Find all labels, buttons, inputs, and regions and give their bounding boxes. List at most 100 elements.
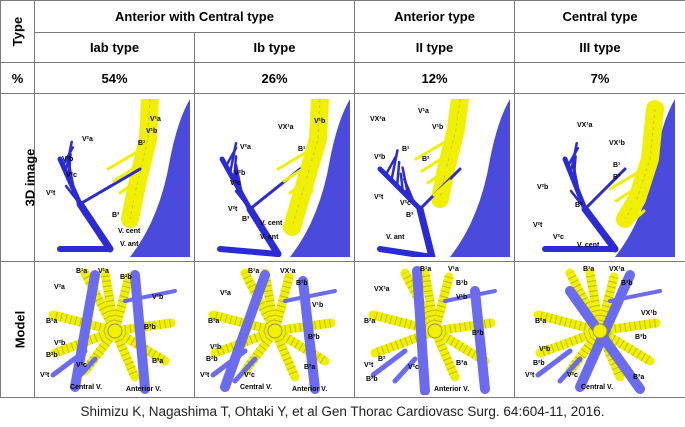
citation: Shimizu K, Nagashima T, Ohtaki Y, et al … xyxy=(80,404,605,419)
structure-label: Anterior V. xyxy=(126,386,161,393)
bronchus-branch xyxy=(426,165,452,184)
image-cell-ib: VX¹a V¹b V²a B¹ V²b V²c V²t B³ V. cent V. ant xyxy=(193,93,356,262)
structure-label: V²b xyxy=(54,340,65,347)
vein-twig xyxy=(383,154,397,176)
group-anterior-central: Anterior with Central type xyxy=(33,0,356,33)
bronchus-segment xyxy=(270,318,335,335)
vein-twig xyxy=(234,167,239,189)
vein-branch xyxy=(442,288,497,303)
structure-label: V²t xyxy=(533,222,543,229)
structure-label: VX¹a xyxy=(278,124,294,131)
type-row-header: Type xyxy=(0,0,35,63)
structure-label: V. ant xyxy=(386,234,405,241)
vein-branch xyxy=(122,288,177,303)
structure-label: VX¹a xyxy=(280,268,296,275)
bronchus-hub xyxy=(107,323,122,338)
structure-label: B²a xyxy=(535,318,546,325)
structure-label: B¹b xyxy=(120,274,132,281)
structure-label: Central V. xyxy=(240,384,272,391)
vein-twig xyxy=(400,165,410,199)
structure-label: B³a xyxy=(633,374,644,381)
vein-trunk xyxy=(219,269,270,392)
structure-label: Central V. xyxy=(70,384,102,391)
model-diagram: B¹a V¹a B¹b V²a V¹b B²a B³b V²b B²b V²c V²t B³a Cent… xyxy=(40,268,177,394)
classification-table: Type Anterior with Central type Anterior… xyxy=(0,0,685,398)
structure-label: B³b xyxy=(308,334,320,341)
structure-label: B³ xyxy=(242,216,250,223)
structure-label: B¹ xyxy=(298,146,306,153)
structure-label: V. cent xyxy=(118,228,141,235)
vein-trunk xyxy=(411,265,430,395)
image-3d: VX¹a VX¹b B¹ B³ V²b B² V²t V²c V. cent xyxy=(525,98,676,257)
bronchus-branch xyxy=(414,137,452,160)
image-3d: VX¹a V¹b V²a B¹ V²b V²c V²t B³ V. cent V. ant xyxy=(199,98,350,257)
structure-label: V¹a xyxy=(150,116,161,123)
vein-branch xyxy=(392,356,418,383)
structure-label: B³a xyxy=(456,360,467,367)
bronchus-branch xyxy=(112,161,143,182)
bronchus-branch xyxy=(282,161,313,182)
structure-label: VX¹a xyxy=(609,266,625,273)
vein-branch xyxy=(581,205,619,252)
vein-twig xyxy=(572,154,577,182)
vein-twig xyxy=(569,141,578,175)
group-central: Central type xyxy=(514,0,685,33)
structure-label: V²t xyxy=(46,190,56,197)
model-row-header: Model xyxy=(0,261,35,398)
image-3d: VX²a V¹a V¹b V²b B¹ B² V²t V²c B³ V. ant xyxy=(359,98,510,257)
structure-label: V. ant xyxy=(120,241,139,248)
bronchus-branch xyxy=(294,189,313,206)
structure-label: V²a xyxy=(54,284,65,291)
bronchus-rings xyxy=(536,310,602,335)
bronchus-branch xyxy=(620,195,646,214)
structure-label: VX¹a xyxy=(577,122,593,129)
structure-label: B³ xyxy=(613,174,621,181)
structure-label: V²t xyxy=(525,372,535,379)
vein-branch xyxy=(370,348,408,377)
structure-label: B²a xyxy=(208,318,219,325)
structure-label: B²b xyxy=(366,376,378,383)
percent-row-header: % xyxy=(0,62,35,94)
structure-label: V²c xyxy=(553,234,564,241)
bronchus-rings xyxy=(129,98,150,219)
vein-twig xyxy=(566,146,580,167)
image-row-header: 3D image xyxy=(0,93,37,262)
vein-branch xyxy=(50,348,87,377)
bronchus-rings xyxy=(240,327,279,374)
structure-label: V¹a xyxy=(98,268,109,275)
structure-label: V¹b xyxy=(146,128,157,135)
structure-label: VX¹b xyxy=(609,140,625,147)
vein-branch xyxy=(216,245,281,257)
structure-label: B¹a xyxy=(248,268,259,275)
structure-label: B²b xyxy=(533,360,545,367)
structure-label: B³b xyxy=(472,330,484,337)
bronchus-segment xyxy=(110,272,133,335)
percent-iii: 7% xyxy=(514,62,685,94)
bronchus-branch xyxy=(420,151,452,172)
model-cell-iii: B¹a VX¹a B¹b VX¹b B²a B³b V²b B²b V²t V²c B³a Centr… xyxy=(514,261,685,398)
structure-label: V¹b xyxy=(312,302,323,309)
bronchus-branch xyxy=(432,179,452,196)
vein-twig xyxy=(234,189,251,210)
structure-label: B²a xyxy=(46,318,57,325)
vein-branch xyxy=(608,288,663,303)
bronchus-rings xyxy=(212,326,277,357)
structure-label: V²b xyxy=(234,170,245,177)
bronchus-branch xyxy=(608,167,646,190)
bronchus-rings xyxy=(211,310,276,335)
model-cell-ii: B¹a V¹a VX²a B¹b B²a V¹b B³b B² V²t V²c B³a B²b Ante… xyxy=(354,261,516,398)
group-anterior: Anterior type xyxy=(354,0,516,33)
bronchus-branch xyxy=(626,209,646,226)
structure-label: V²t xyxy=(228,206,238,213)
bronchus-segment xyxy=(430,272,454,335)
bronchus-segment xyxy=(595,326,655,365)
structure-label: V²c xyxy=(76,362,87,369)
structure-label: V¹b xyxy=(456,294,467,301)
bronchus-rings xyxy=(80,327,119,374)
bronchus-rings xyxy=(430,328,459,379)
structure-label: B²b xyxy=(206,356,218,363)
structure-label: V. cent xyxy=(260,220,283,227)
model-cell-iab: B¹a V¹a B¹b V²a V¹b B²a B³b V²b B²b V²c V²t B³a Cent… xyxy=(34,261,195,398)
